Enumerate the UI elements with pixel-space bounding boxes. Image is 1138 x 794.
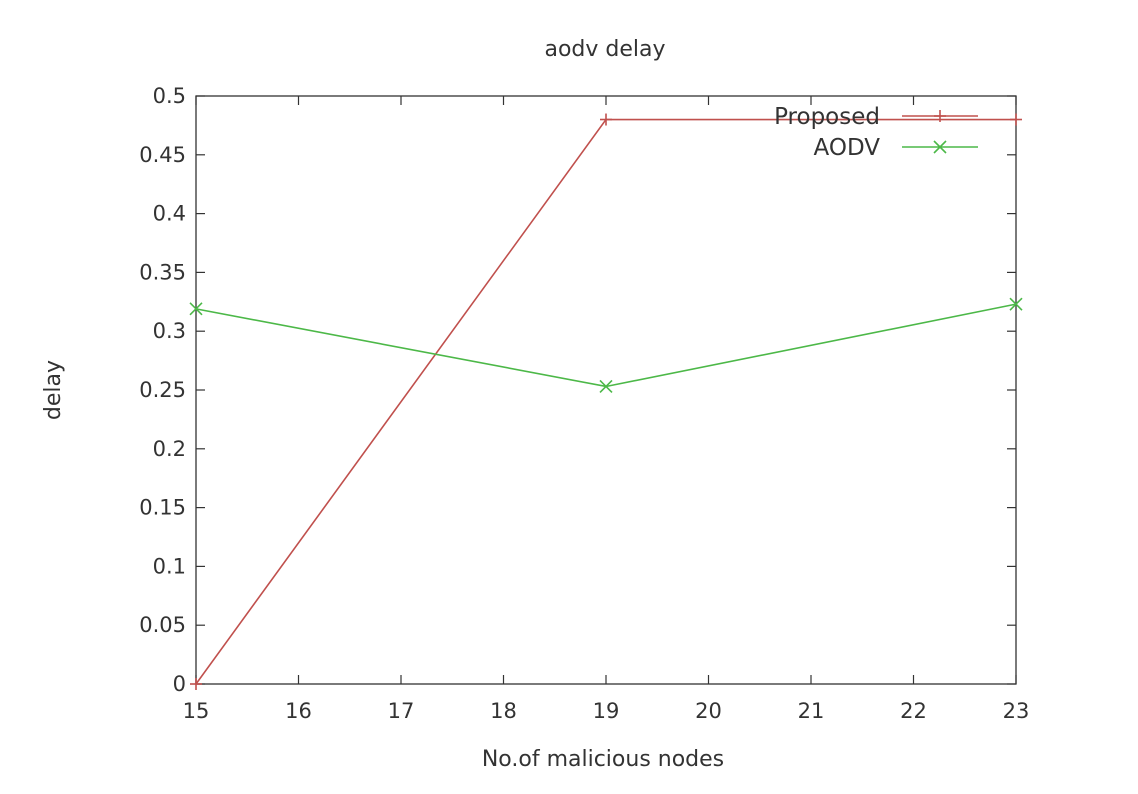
data-point <box>190 678 202 690</box>
x-tick-label: 22 <box>900 699 927 723</box>
x-tick-label: 17 <box>388 699 415 723</box>
legend-item: Proposed <box>774 104 978 130</box>
x-tick-label: 18 <box>490 699 517 723</box>
series-layer <box>189 113 1023 690</box>
x-tick-label: 21 <box>798 699 825 723</box>
legend-marker <box>934 110 946 122</box>
x-tick-label: 20 <box>695 699 722 723</box>
data-point <box>600 113 612 126</box>
series-line <box>195 118 1016 685</box>
x-tick-label: 16 <box>285 699 312 723</box>
legend-label: Proposed <box>774 104 880 130</box>
x-tick-label: 19 <box>593 699 620 723</box>
y-tick-label: 0.1 <box>153 554 186 578</box>
series-line <box>195 303 1017 388</box>
legend-item: AODV <box>814 135 978 161</box>
y-tick-label: 0.25 <box>139 378 186 402</box>
axes: 0 0.05 0.1 0.15 0.2 0.25 0.3 0.35 0.4 0.45 0.5 15 16… <box>139 84 1029 723</box>
plot-frame <box>195 95 1017 685</box>
data-point <box>1010 113 1022 126</box>
y-tick-label: 0.05 <box>139 613 186 637</box>
y-tick-label: 0 <box>173 672 186 696</box>
y-tick-label: 0.4 <box>153 202 186 226</box>
y-tick-label: 0.5 <box>153 84 186 108</box>
x-axis-label: No.of malicious nodes <box>482 747 724 772</box>
data-point <box>189 302 203 316</box>
data-point <box>1009 297 1023 311</box>
legend-label: AODV <box>814 135 881 161</box>
series-proposed <box>190 113 1022 690</box>
y-tick-label: 0.15 <box>139 496 186 520</box>
x-tick-label: 23 <box>1003 699 1030 723</box>
y-axis-label: delay <box>41 360 66 420</box>
y-tick-label: 0.2 <box>153 437 186 461</box>
series-aodv <box>189 297 1023 394</box>
chart-title: aodv delay <box>544 37 665 62</box>
y-tick-label: 0.3 <box>153 319 186 343</box>
y-tick-label: 0.35 <box>139 260 186 284</box>
x-tick-label: 15 <box>183 699 210 723</box>
data-point <box>599 379 613 394</box>
y-tick-label: 0.45 <box>139 143 186 167</box>
legend-marker <box>933 140 947 154</box>
legend: Proposed AODV <box>774 104 978 161</box>
